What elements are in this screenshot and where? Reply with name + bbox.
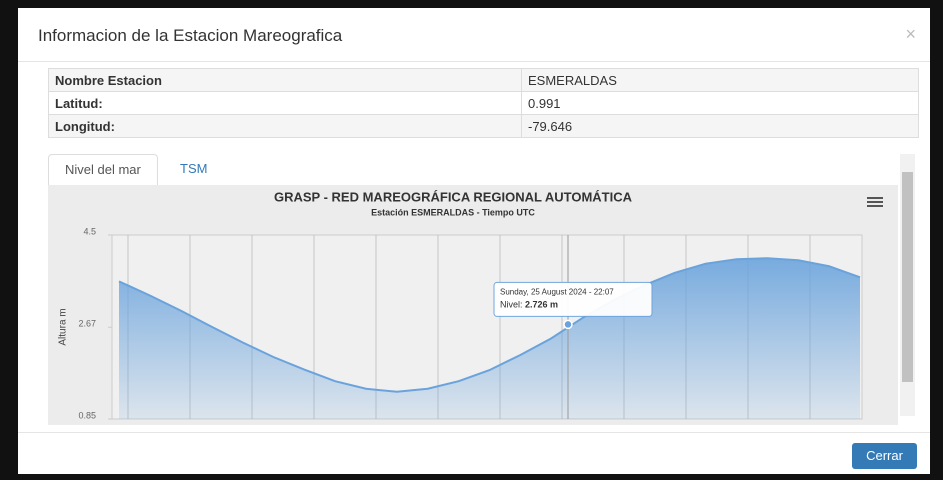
chart-title: GRASP - RED MAREOGRÁFICA REGIONAL AUTOMÁ…	[274, 189, 633, 204]
y-axis-label: Altura m	[58, 308, 69, 345]
table-cell: Nombre Estacion	[48, 68, 522, 92]
area	[119, 258, 860, 419]
tab[interactable]: TSM	[180, 161, 208, 176]
y-tick-label: 4.5	[83, 226, 96, 236]
tooltip-value: Nivel: 2.726 m	[500, 300, 558, 310]
scrollbar[interactable]	[900, 154, 915, 416]
divider	[18, 61, 930, 62]
modal: Informacion de la Estacion Mareografica …	[18, 8, 930, 474]
table-cell: ESMERALDAS	[521, 68, 919, 92]
menu-icon	[867, 201, 883, 203]
table-cell: 0.991	[521, 91, 919, 115]
tooltip	[493, 281, 653, 317]
table-cell: Latitud:	[48, 91, 522, 115]
table-row: Nombre Estacion ESMERALDAS	[48, 68, 919, 92]
close-button[interactable]: ×	[905, 24, 916, 44]
tab[interactable]: Nivel del mar	[48, 154, 158, 186]
modal-title: Informacion de la Estacion Mareografica	[38, 26, 343, 45]
point-marker	[563, 319, 573, 330]
y-tick-label: 0.85	[78, 410, 96, 420]
scroll-thumb[interactable]	[902, 172, 913, 382]
close-button[interactable]: Cerrar	[852, 443, 917, 469]
info-table: Nombre Estacion ESMERALDAS Latitud: 0.991 Lo…	[48, 68, 919, 138]
tooltip-value-label: 2.726 m	[525, 300, 558, 310]
menu-icon	[867, 205, 883, 207]
y-tick-label: 2.67	[78, 319, 96, 329]
divider	[18, 432, 930, 433]
chart-subtitle: Estación ESMERALDAS - Tiempo UTC	[371, 207, 535, 217]
table-row: Longitud: -79.646	[48, 114, 919, 138]
tooltip-date: Sunday, 25 August 2024 - 22:07	[500, 288, 614, 297]
tooltip-label: Nivel:	[500, 300, 523, 310]
table-row: Latitud: 0.991	[48, 91, 919, 115]
table-cell: Longitud:	[48, 114, 522, 138]
chart: GRASP - RED MAREOGRÁFICA REGIONAL AUTOMÁ…	[48, 185, 898, 425]
line	[118, 257, 861, 393]
menu-icon	[867, 197, 883, 199]
table-cell: -79.646	[521, 114, 919, 138]
